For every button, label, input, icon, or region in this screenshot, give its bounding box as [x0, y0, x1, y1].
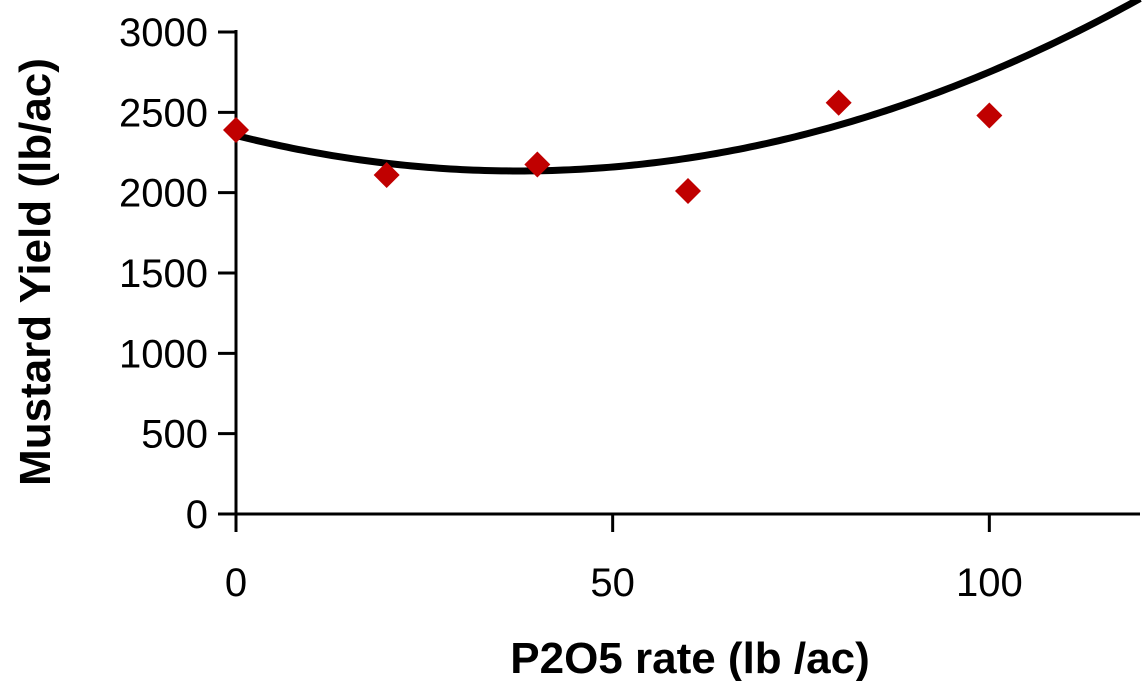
y-tick-label: 500: [141, 413, 208, 457]
data-point: [976, 102, 1003, 129]
y-tick-label: 1500: [119, 252, 208, 296]
axes: [218, 30, 1140, 532]
x-tick-label: 0: [225, 561, 247, 605]
y-tick-label: 2500: [119, 91, 208, 135]
trendline-layer: [235, 0, 1142, 175]
y-tick-label: 3000: [119, 11, 208, 55]
tick-labels: 0 500 1000 1500 2000 2500 3000 0 50 100: [119, 11, 1023, 605]
x-tick-label: 100: [956, 561, 1023, 605]
x-tick-label: 50: [590, 561, 635, 605]
y-tick-label: 2000: [119, 172, 208, 216]
y-tick-label: 0: [186, 493, 208, 537]
trendline: [235, 0, 1142, 175]
data-point: [373, 161, 400, 188]
data-point: [675, 178, 701, 205]
y-tick-label: 1000: [119, 332, 208, 376]
x-axis-title: P2O5 rate (lb /ac): [510, 634, 869, 681]
y-axis-title: Mustard Yield (lb/ac): [11, 58, 60, 486]
data-point: [524, 151, 551, 178]
data-point: [223, 117, 249, 144]
data-points: [223, 89, 1003, 205]
data-point: [825, 89, 852, 116]
